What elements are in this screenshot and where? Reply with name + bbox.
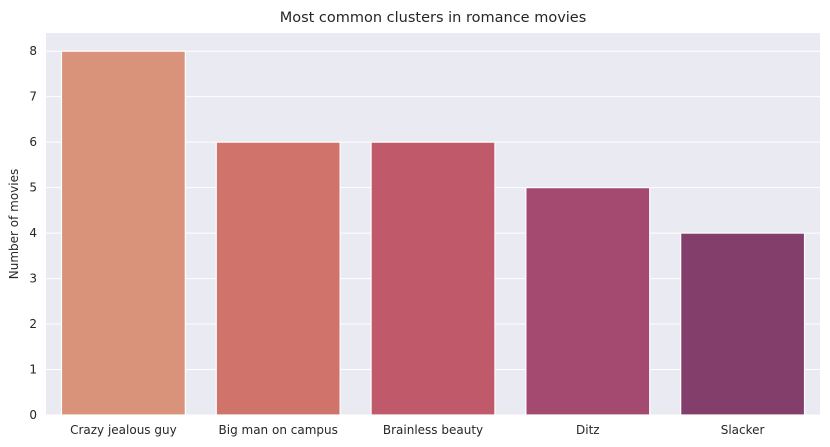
y-tick-label: 8 [29, 44, 37, 58]
bar-brainless-beauty [370, 141, 496, 416]
x-tick-label: Slacker [721, 423, 765, 437]
y-tick-label: 5 [29, 181, 37, 195]
chart-title: Most common clusters in romance movies [280, 10, 587, 26]
bar-crazy-jealous-guy [60, 50, 186, 416]
bars [60, 50, 806, 416]
x-tick-label: Brainless beauty [383, 423, 483, 437]
x-tick-label: Big man on campus [219, 423, 338, 437]
y-tick-label: 1 [29, 363, 37, 377]
y-tick-label: 6 [29, 135, 37, 149]
bar-ditz [525, 187, 651, 416]
y-axis-ticks: 0 1 2 3 4 5 6 7 8 [29, 44, 37, 422]
y-tick-label: 2 [29, 317, 37, 331]
y-axis-label: Number of movies [7, 169, 21, 280]
y-tick-label: 3 [29, 272, 37, 286]
bar-big-man-on-campus [215, 141, 341, 416]
x-tick-label: Crazy jealous guy [70, 423, 177, 437]
x-axis-ticks: Crazy jealous guy Big man on campus Brainl… [70, 423, 764, 437]
bar-slacker [680, 232, 806, 416]
x-tick-label: Ditz [576, 423, 600, 437]
y-tick-label: 7 [29, 90, 37, 104]
y-tick-label: 0 [29, 408, 37, 422]
y-tick-label: 4 [29, 226, 37, 240]
